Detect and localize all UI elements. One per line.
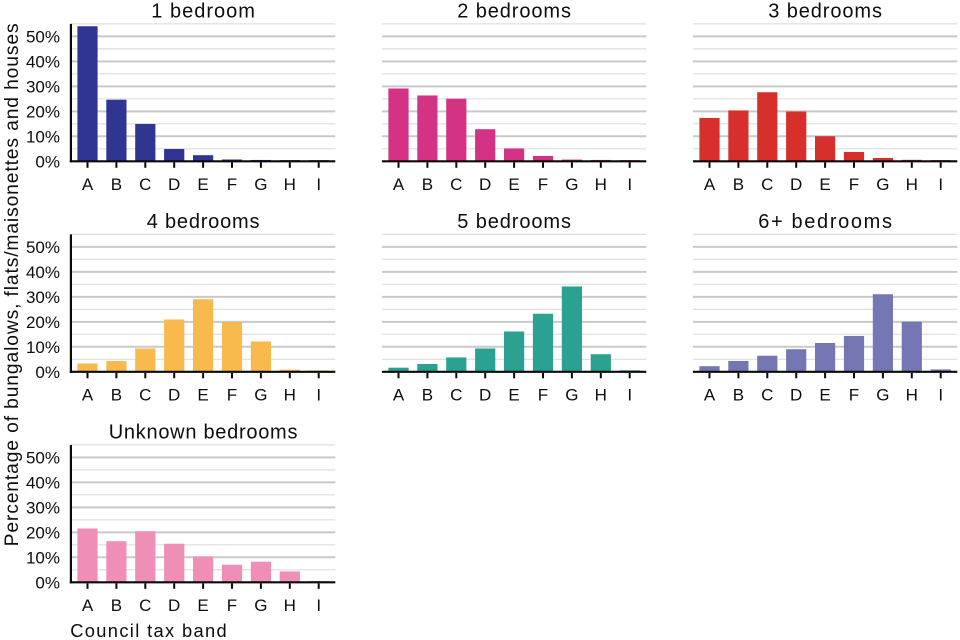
svg-text:C: C xyxy=(139,596,151,615)
svg-text:D: D xyxy=(790,175,802,194)
svg-text:C: C xyxy=(139,175,151,194)
svg-text:I: I xyxy=(316,596,321,615)
svg-text:D: D xyxy=(790,385,802,404)
svg-text:F: F xyxy=(538,175,548,194)
svg-text:50%: 50% xyxy=(26,238,60,257)
svg-text:I: I xyxy=(938,175,943,194)
svg-text:I: I xyxy=(316,385,321,404)
svg-text:40%: 40% xyxy=(26,53,60,72)
svg-text:D: D xyxy=(168,385,180,404)
svg-text:C: C xyxy=(450,175,462,194)
svg-text:A: A xyxy=(704,175,716,194)
svg-text:2 bedrooms: 2 bedrooms xyxy=(457,1,571,23)
svg-text:50%: 50% xyxy=(26,449,60,468)
svg-text:I: I xyxy=(316,175,321,194)
svg-text:10%: 10% xyxy=(26,338,60,357)
svg-text:0%: 0% xyxy=(35,153,60,172)
svg-text:I: I xyxy=(938,385,943,404)
svg-text:E: E xyxy=(508,175,519,194)
svg-text:H: H xyxy=(284,596,296,615)
svg-text:D: D xyxy=(168,175,180,194)
svg-text:F: F xyxy=(227,596,237,615)
svg-text:A: A xyxy=(82,596,94,615)
svg-text:C: C xyxy=(450,385,462,404)
svg-text:G: G xyxy=(254,385,267,404)
svg-text:G: G xyxy=(876,175,889,194)
svg-text:C: C xyxy=(761,175,773,194)
svg-text:H: H xyxy=(284,385,296,404)
svg-text:G: G xyxy=(876,385,889,404)
svg-text:F: F xyxy=(849,175,859,194)
svg-text:E: E xyxy=(819,175,830,194)
svg-text:1 bedroom: 1 bedroom xyxy=(151,1,255,23)
svg-text:H: H xyxy=(284,175,296,194)
svg-text:D: D xyxy=(168,596,180,615)
svg-text:6+ bedrooms: 6+ bedrooms xyxy=(758,211,892,233)
svg-text:5 bedrooms: 5 bedrooms xyxy=(457,211,571,233)
svg-text:G: G xyxy=(254,175,267,194)
svg-text:20%: 20% xyxy=(26,524,60,543)
svg-text:20%: 20% xyxy=(26,103,60,122)
svg-text:B: B xyxy=(111,385,122,404)
svg-text:I: I xyxy=(627,175,632,194)
svg-text:Unknown bedrooms: Unknown bedrooms xyxy=(109,422,298,444)
svg-text:E: E xyxy=(819,385,830,404)
svg-text:B: B xyxy=(733,175,744,194)
svg-text:Percentage of bungalows, flats: Percentage of bungalows, flats/maisonett… xyxy=(2,23,23,546)
svg-text:G: G xyxy=(565,175,578,194)
svg-text:G: G xyxy=(565,385,578,404)
svg-text:H: H xyxy=(595,175,607,194)
svg-text:40%: 40% xyxy=(26,474,60,493)
svg-text:10%: 10% xyxy=(26,128,60,147)
svg-text:A: A xyxy=(82,385,94,404)
svg-text:A: A xyxy=(704,385,716,404)
svg-text:4 bedrooms: 4 bedrooms xyxy=(147,211,260,233)
svg-text:H: H xyxy=(906,385,918,404)
svg-text:B: B xyxy=(422,175,433,194)
svg-text:30%: 30% xyxy=(26,499,60,518)
svg-text:D: D xyxy=(479,175,491,194)
svg-text:E: E xyxy=(197,385,208,404)
svg-text:H: H xyxy=(595,385,607,404)
svg-text:B: B xyxy=(111,175,122,194)
svg-text:3 bedrooms: 3 bedrooms xyxy=(768,1,882,23)
svg-text:I: I xyxy=(627,385,632,404)
svg-text:B: B xyxy=(111,596,122,615)
svg-text:30%: 30% xyxy=(26,288,60,307)
svg-text:D: D xyxy=(479,385,491,404)
svg-text:A: A xyxy=(82,175,94,194)
svg-text:F: F xyxy=(227,385,237,404)
svg-text:B: B xyxy=(733,385,744,404)
svg-text:C: C xyxy=(139,385,151,404)
svg-text:10%: 10% xyxy=(26,549,60,568)
svg-text:F: F xyxy=(538,385,548,404)
svg-text:Council tax band: Council tax band xyxy=(70,620,227,640)
svg-text:40%: 40% xyxy=(26,263,60,282)
svg-text:A: A xyxy=(393,385,405,404)
svg-text:G: G xyxy=(254,596,267,615)
svg-text:A: A xyxy=(393,175,405,194)
svg-text:30%: 30% xyxy=(26,78,60,97)
svg-text:0%: 0% xyxy=(35,574,60,593)
svg-text:E: E xyxy=(508,385,519,404)
svg-text:E: E xyxy=(197,175,208,194)
svg-text:H: H xyxy=(906,175,918,194)
svg-text:0%: 0% xyxy=(35,363,60,382)
svg-text:E: E xyxy=(197,596,208,615)
svg-text:B: B xyxy=(422,385,433,404)
svg-text:F: F xyxy=(227,175,237,194)
svg-text:F: F xyxy=(849,385,859,404)
svg-text:20%: 20% xyxy=(26,313,60,332)
svg-text:50%: 50% xyxy=(26,28,60,47)
svg-text:C: C xyxy=(761,385,773,404)
